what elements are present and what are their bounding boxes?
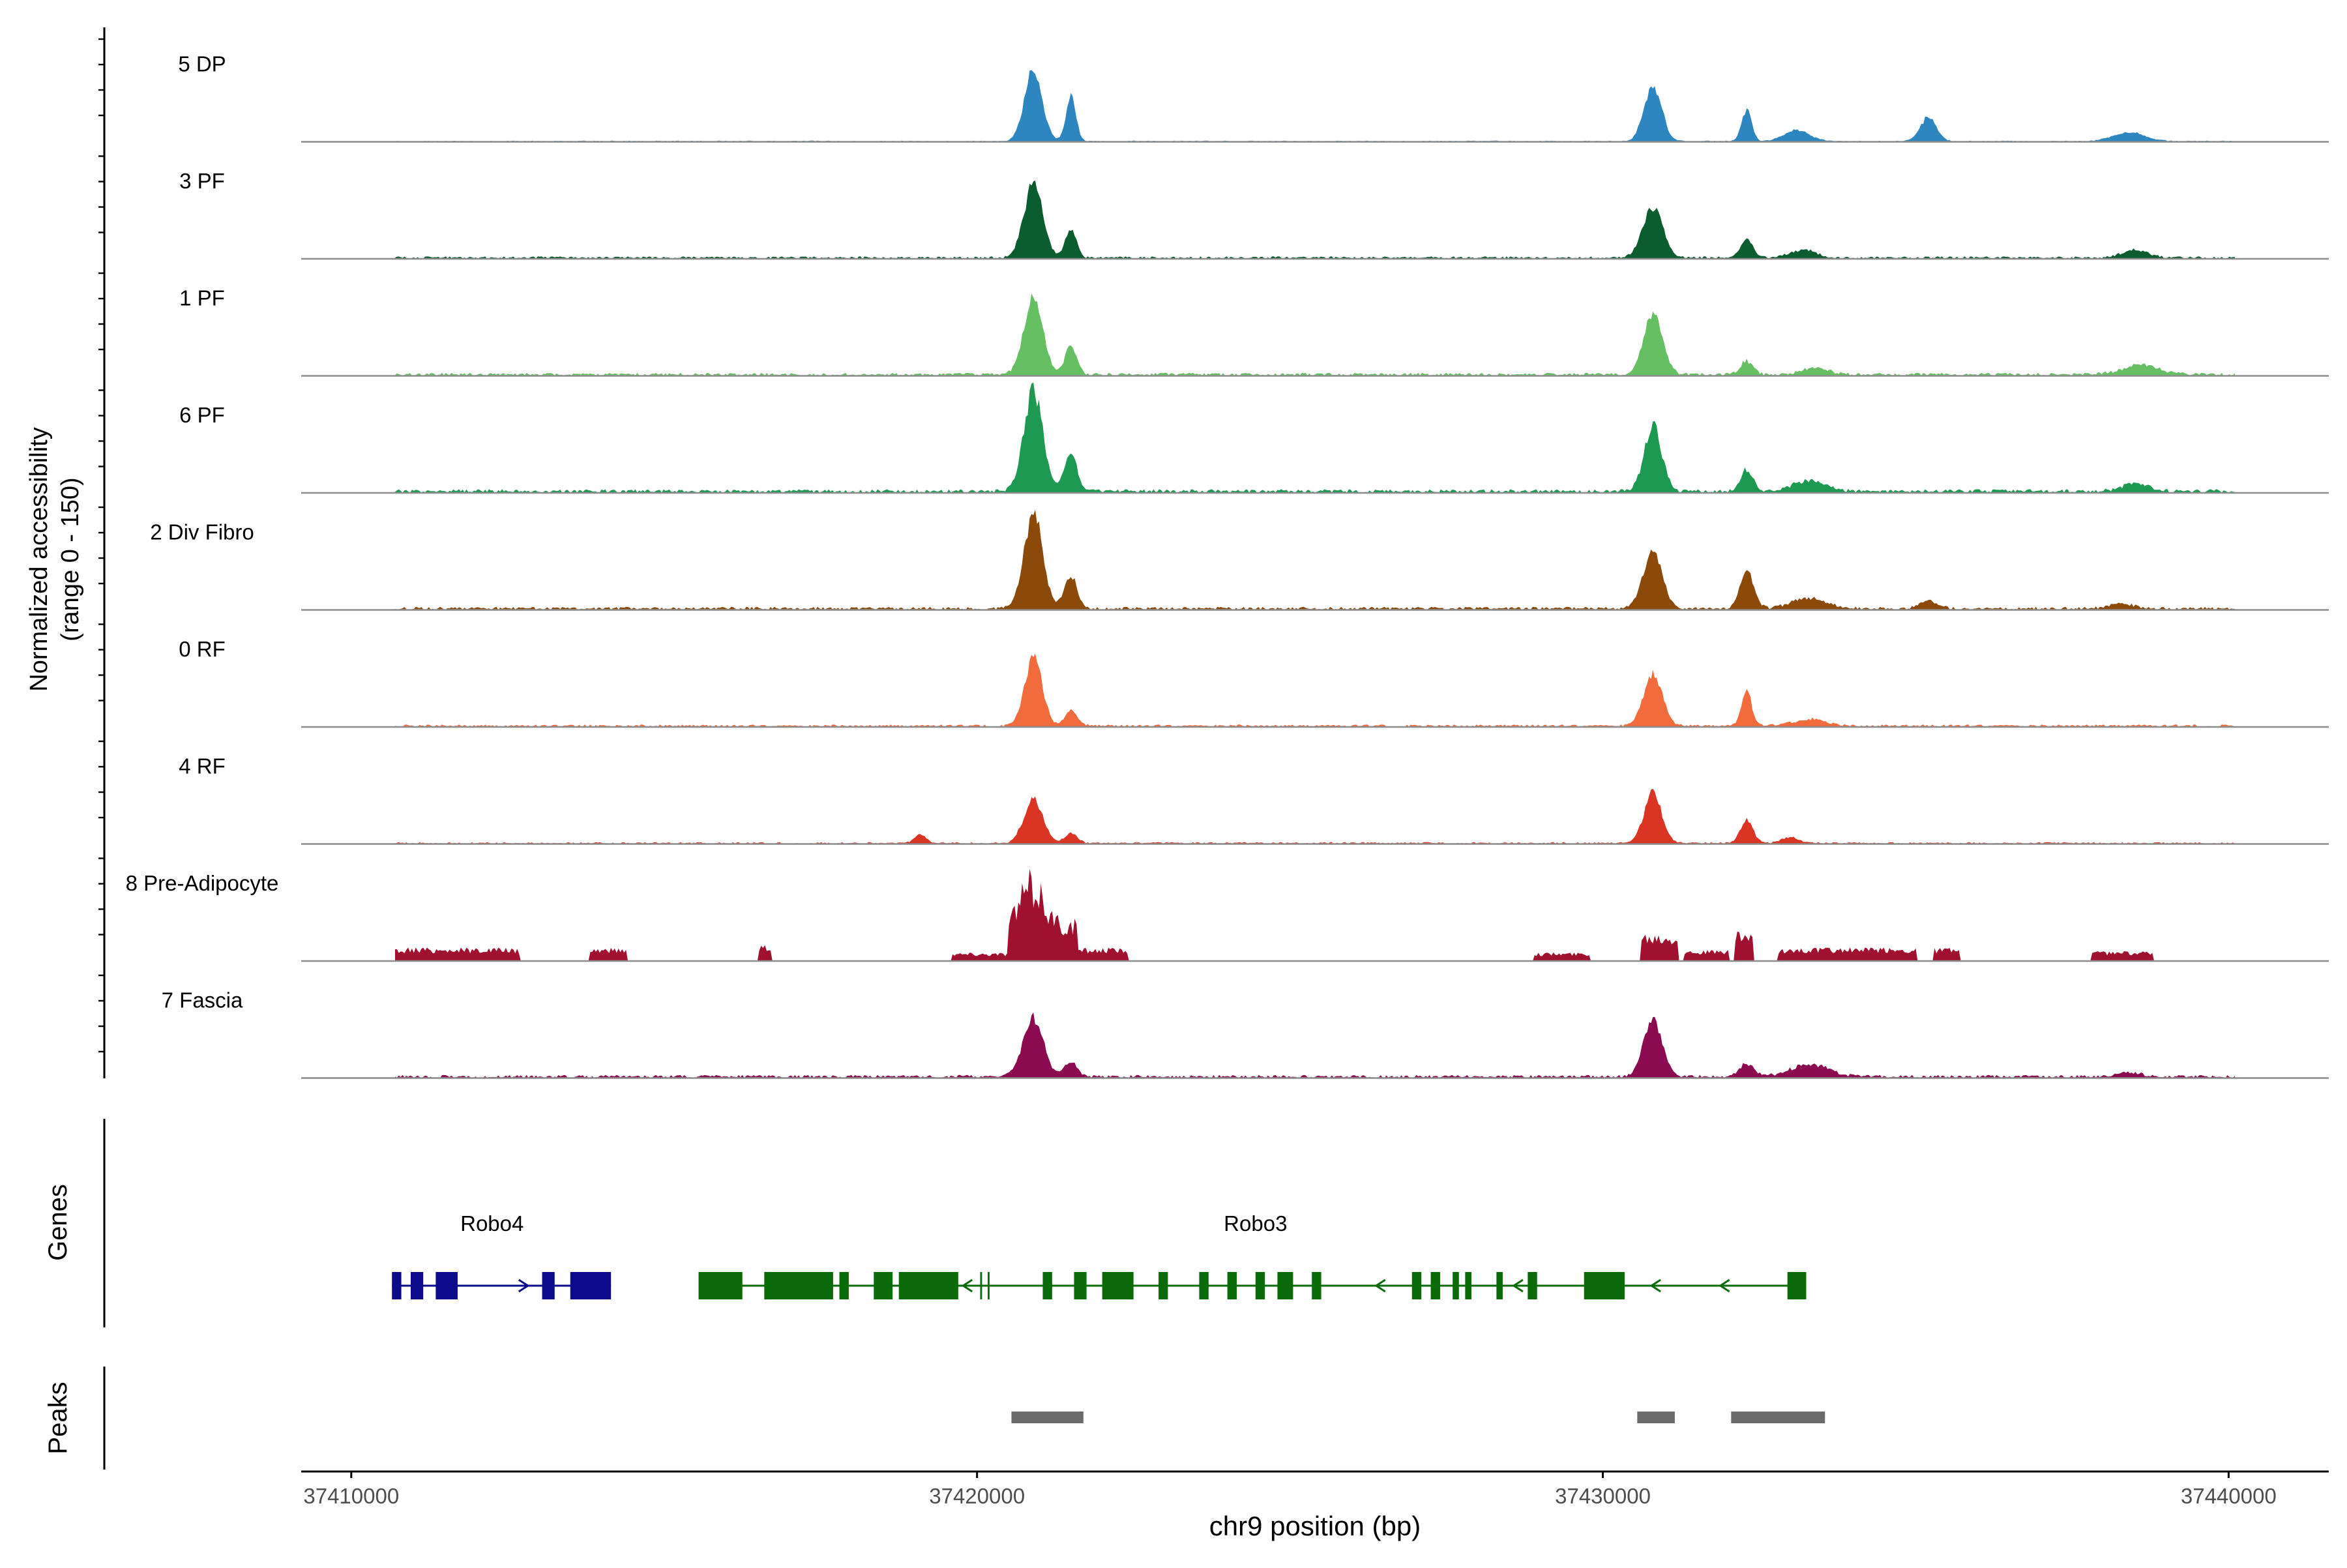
gene-exon — [698, 1272, 743, 1299]
gene-exon — [1496, 1272, 1503, 1299]
strand-arrow — [1374, 1279, 1386, 1293]
gene-exon — [1430, 1272, 1440, 1299]
gene-exon — [1787, 1272, 1807, 1299]
gene-exon — [1465, 1272, 1471, 1299]
track-label: 2 Div Fibro — [150, 520, 254, 544]
gene-exon — [987, 1272, 990, 1299]
gene-exon — [392, 1272, 402, 1299]
strand-arrow — [518, 1279, 530, 1293]
x-tick-label: 37410000 — [303, 1484, 399, 1508]
gene-exon — [1074, 1272, 1087, 1299]
track-9: 7 Fascia — [162, 988, 2329, 1079]
track-8: 8 Pre-Adipocyte — [126, 868, 2329, 962]
peak-region — [1011, 1412, 1084, 1423]
peaks-track-label: Peaks — [44, 1382, 72, 1454]
x-tick-label: 37440000 — [2181, 1484, 2277, 1508]
track-label: 1 PF — [179, 286, 225, 310]
y-axis-label-line1: Normalized accessibility — [25, 427, 53, 691]
gene-exon — [1159, 1272, 1168, 1299]
gene-exon — [1255, 1272, 1265, 1299]
gene-name-label: Robo4 — [460, 1211, 524, 1235]
gene-exon — [1453, 1272, 1459, 1299]
track-label: 0 RF — [179, 637, 226, 661]
genes-track-label: Genes — [44, 1184, 72, 1261]
track-3: 1 PF — [179, 286, 2329, 377]
gene-name-label: Robo3 — [1224, 1211, 1287, 1235]
gene-exon — [1227, 1272, 1237, 1299]
coverage-area — [395, 788, 2235, 844]
axes: 37410000 37420000 37430000 37440000 — [98, 27, 2329, 1508]
peak-region — [1731, 1412, 1825, 1423]
peak-region-track — [1011, 1412, 1825, 1423]
x-axis-label: chr9 position (bp) — [1209, 1511, 1421, 1541]
gene-exon — [764, 1272, 833, 1299]
gene-exon — [1584, 1272, 1625, 1299]
gene-annotation-track: Robo4 Robo3 — [392, 1211, 1807, 1299]
track-7: 4 RF — [179, 754, 2329, 845]
gene-exon — [898, 1272, 958, 1299]
gene-exon — [1199, 1272, 1209, 1299]
track-2: 3 PF — [179, 169, 2329, 260]
gene-exon — [542, 1272, 555, 1299]
y-axis-label-line2: (range 0 - 150) — [57, 477, 84, 641]
coverage-area — [395, 180, 2235, 259]
gene-exon — [1102, 1272, 1134, 1299]
gene-exon — [980, 1272, 982, 1299]
coverage-area — [395, 1012, 2235, 1078]
gene-exon — [570, 1272, 612, 1299]
gene-exon — [1528, 1272, 1537, 1299]
track-label: 4 RF — [179, 754, 226, 778]
strand-arrow — [961, 1279, 973, 1293]
gene-exon — [435, 1272, 458, 1299]
strand-arrow — [1512, 1279, 1524, 1293]
coverage-area — [395, 653, 2235, 727]
gene-robo4: Robo4 — [392, 1211, 612, 1299]
peak-region — [1637, 1412, 1675, 1423]
gene-exon — [1312, 1272, 1321, 1299]
gene-exon — [410, 1272, 424, 1299]
strand-arrow — [1718, 1279, 1730, 1293]
coverage-tracks: 5 DP 3 PF 1 PF 6 PF 2 Div Fibro 0 RF 4 RF 8 Pre… — [126, 52, 2329, 1079]
track-label: 6 PF — [179, 403, 225, 427]
track-label: 7 Fascia — [162, 988, 243, 1013]
track-6: 0 RF — [179, 637, 2329, 728]
x-tick-label: 37430000 — [1555, 1484, 1651, 1508]
track-label: 3 PF — [179, 169, 225, 193]
coverage-area — [395, 293, 2235, 376]
gene-exon — [839, 1272, 849, 1299]
x-tick-label: 37420000 — [929, 1484, 1025, 1508]
coverage-area — [395, 382, 2235, 493]
gene-exon — [1042, 1272, 1052, 1299]
gene-robo3: Robo3 — [698, 1211, 1807, 1299]
strand-arrow — [1649, 1279, 1661, 1293]
gene-exon — [874, 1272, 893, 1299]
track-1: 5 DP — [178, 52, 2329, 143]
track-label: 5 DP — [178, 52, 226, 76]
track-5: 2 Div Fibro — [150, 509, 2329, 611]
gene-exon — [1411, 1272, 1422, 1299]
coverage-area — [395, 70, 2235, 142]
gene-exon — [1277, 1272, 1293, 1299]
coverage-area — [395, 509, 2235, 610]
track-label: 8 Pre-Adipocyte — [126, 871, 279, 895]
coverage-area — [395, 868, 2235, 961]
track-4: 6 PF — [179, 382, 2329, 494]
